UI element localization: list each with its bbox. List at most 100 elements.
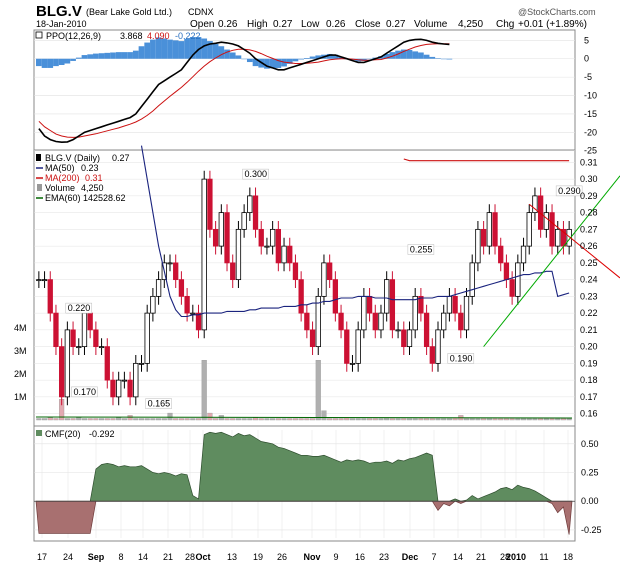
- price-annotation-box: [145, 398, 172, 409]
- ppo-histogram-bar: [115, 52, 122, 59]
- volume-legend-label: Volume: [45, 183, 75, 193]
- volume-bar: [241, 418, 247, 421]
- candle-body: [384, 279, 390, 314]
- quote-change: +0.01 (+1.89%): [518, 19, 587, 30]
- price-annotation-box: [407, 244, 435, 255]
- volume-bar: [327, 418, 333, 421]
- price-annotation: 0.220: [68, 303, 91, 313]
- volume-bar: [509, 418, 515, 421]
- ppo-histogram-bar: [338, 56, 344, 59]
- candle-body: [366, 295, 373, 314]
- trendline-up: [483, 175, 620, 347]
- volume-tick-label: 3M: [14, 346, 27, 356]
- ppo-tick-label: -25: [584, 146, 597, 156]
- price-tick-label: 0.16: [580, 409, 598, 419]
- ma50-line: [140, 145, 570, 318]
- volume-bar: [418, 418, 424, 421]
- ppo-histogram-bar: [178, 41, 185, 59]
- price-annotation-box: [65, 302, 93, 314]
- candle-body: [435, 329, 441, 364]
- quote-volume: 4,250: [458, 19, 483, 30]
- volume-bar: [361, 418, 367, 421]
- ppo-histogram-bar: [383, 53, 390, 59]
- price-annotation: 0.170: [73, 387, 96, 397]
- candle-body: [110, 379, 116, 398]
- candle-body: [167, 262, 173, 265]
- candle-body: [59, 346, 65, 398]
- volume-bar: [190, 418, 196, 421]
- candle-body: [566, 228, 572, 247]
- volume-bar: [247, 418, 253, 421]
- ppo-histogram-bar: [36, 58, 42, 67]
- ppo-histogram-bar: [41, 58, 48, 68]
- quote-high: 0.27: [273, 19, 293, 30]
- price-tick-label: 0.29: [580, 191, 598, 201]
- price-annotation-box: [447, 353, 475, 364]
- ppo-histogram-bar: [286, 58, 293, 64]
- candle-body: [372, 312, 378, 331]
- candle-body: [418, 295, 424, 314]
- ppo-histogram-bar: [304, 58, 310, 59]
- ppo-histogram-bar: [218, 46, 225, 59]
- x-tick-label: 17: [37, 552, 47, 562]
- volume-bar: [81, 418, 88, 421]
- ppo-histogram-bar: [87, 54, 94, 59]
- cmf-tick-label: 0.50: [581, 439, 599, 449]
- volume-bar: [178, 418, 184, 421]
- volume-bar: [498, 418, 504, 421]
- quote-close-label: Close: [355, 19, 381, 30]
- ppo-histogram-bar: [315, 55, 322, 59]
- volume-bar: [543, 418, 549, 421]
- x-tick-label: 28: [500, 552, 510, 562]
- ppo-histogram-bar: [309, 56, 316, 59]
- candle-body: [292, 262, 299, 281]
- candle-body: [76, 346, 82, 349]
- volume-bar: [378, 418, 384, 421]
- volume-bar: [566, 418, 572, 421]
- ppo-histogram-bar: [98, 53, 105, 59]
- volume-bar: [116, 417, 122, 421]
- ppo-histogram-bar: [440, 58, 447, 60]
- candle-body: [218, 212, 224, 247]
- price-legend-label: BLG.V (Daily): [45, 153, 100, 163]
- price-tick-label: 0.30: [580, 174, 598, 184]
- candle-body: [98, 346, 105, 349]
- volume-bar: [435, 418, 441, 421]
- x-tick-label: 14: [138, 552, 148, 562]
- volume-bar: [264, 418, 270, 421]
- candle-body: [241, 212, 247, 230]
- volume-bar: [161, 418, 167, 421]
- x-tick-label: Oct: [195, 552, 210, 562]
- volume-bar: [133, 418, 139, 421]
- candle-body: [41, 279, 48, 282]
- price-legend-swatch: [36, 154, 41, 161]
- candle-body: [315, 295, 321, 348]
- quote-high-label: High: [247, 19, 268, 30]
- ppo-line: [38, 38, 450, 144]
- ppo-histogram-bar: [423, 54, 430, 59]
- x-tick-label: 26: [277, 552, 287, 562]
- volume-bar: [110, 418, 116, 421]
- ppo-histogram-bar: [429, 56, 436, 59]
- price-tick-label: 0.22: [580, 308, 598, 318]
- x-tick-label: 14: [453, 552, 463, 562]
- volume-bar: [195, 418, 202, 421]
- volume-bar: [127, 415, 133, 421]
- volume-bar: [395, 418, 401, 421]
- ppo-legend-signal: 4.090: [147, 31, 170, 41]
- volume-bar: [315, 360, 321, 421]
- cmf-tick-label: 0.25: [581, 468, 599, 478]
- ppo-histogram-bar: [155, 37, 162, 59]
- ppo-histogram-bar: [195, 37, 202, 59]
- volume-bar: [252, 417, 259, 421]
- ma200-legend-value: 0.31: [85, 173, 103, 183]
- volume-bar: [463, 418, 470, 421]
- volume-bar: [520, 418, 527, 421]
- price-annotation: 0.290: [558, 186, 581, 196]
- candle-body: [230, 262, 236, 281]
- candle-body: [269, 228, 276, 247]
- x-tick-label: 9: [333, 552, 338, 562]
- ppo-histogram-bar: [292, 58, 299, 62]
- volume-bar: [230, 418, 236, 421]
- candle-body: [537, 195, 544, 230]
